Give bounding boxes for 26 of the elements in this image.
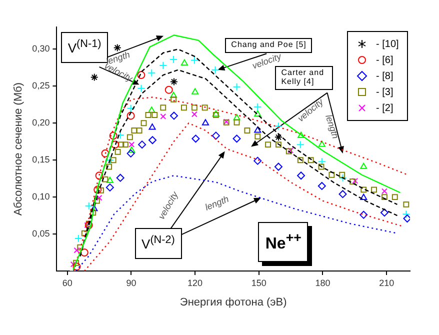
y-tick-label: 0,20 [32, 118, 50, 128]
y-tick-label: 0,15 [32, 154, 50, 165]
legend-label: - [10] [376, 38, 399, 50]
x-tick-label: 90 [126, 278, 136, 288]
legend-label: - [6] [376, 54, 394, 66]
legend-label: - [2] [376, 102, 394, 114]
annotation: length [204, 194, 231, 213]
y-axis-title: Абсолютное сечение (Мб) [12, 82, 25, 216]
legend-label: - [8] [376, 70, 394, 82]
x-tick-label: 150 [251, 278, 266, 288]
annotation: Chang and Poe [5] [225, 38, 312, 53]
annotation: Carter and Kelly [4] [275, 66, 334, 90]
x-tick-label: 180 [315, 278, 330, 288]
annotation: V$^{(N-2)}$ [134, 228, 182, 259]
y-tick-label: 0,30 [32, 44, 50, 54]
x-tick-label: 210 [379, 278, 394, 288]
x-axis-title: Энергия фотона (эВ) [180, 296, 287, 308]
annotation: Ne$^{++}$ [258, 222, 308, 262]
y-tick-label: 0,05 [32, 228, 50, 239]
legend-label: - [3] [376, 86, 394, 98]
y-tick-label: 0,25 [32, 80, 50, 91]
x-tick-label: 120 [188, 278, 203, 288]
annotation: V$^{(N-1)}$ [68, 38, 102, 56]
y-tick-label: 0,10 [32, 192, 50, 202]
annotation: length [322, 113, 340, 140]
x-tick-label: 60 [62, 278, 72, 288]
